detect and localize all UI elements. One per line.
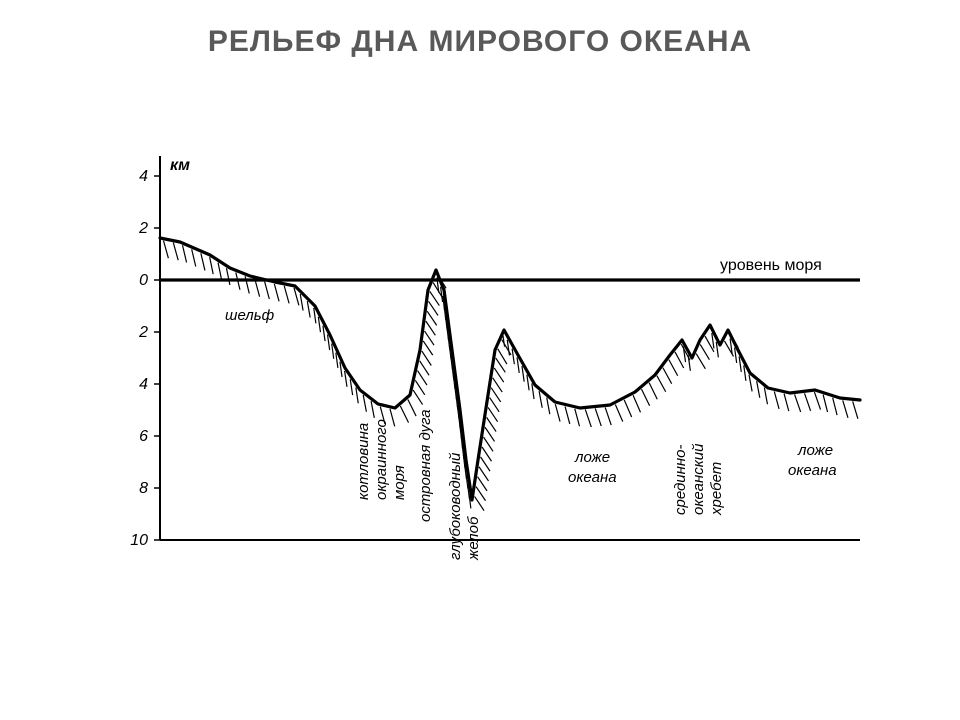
y-tick-label: 2 xyxy=(138,324,148,341)
y-tick-label: 4 xyxy=(139,168,148,185)
y-tick-label: 10 xyxy=(130,532,148,549)
feature-label: океана xyxy=(788,462,837,479)
y-tick-label: 8 xyxy=(139,480,148,497)
feature-label: желоб xyxy=(465,516,482,561)
y-tick-label: 0 xyxy=(139,272,148,289)
feature-label: островная дуга xyxy=(417,409,434,522)
page-title: РЕЛЬЕФ ДНА МИРОВОГО ОКЕАНА xyxy=(0,25,960,59)
y-tick-label: 6 xyxy=(139,428,148,445)
feature-label: хребет xyxy=(708,462,725,516)
feature-label: окраинного xyxy=(373,419,390,500)
feature-label: ложе xyxy=(574,449,610,466)
feature-label: шельф xyxy=(225,307,275,324)
feature-label: срединно- xyxy=(672,444,689,515)
ocean-floor-diagram: 4 2 0 2 4 6 8 10 км уровень моря шельф котловинаокр… xyxy=(120,150,880,590)
y-tick-label: 4 xyxy=(139,376,148,393)
feature-label: глубоководный xyxy=(447,452,464,560)
feature-label: ложе xyxy=(797,442,833,459)
ocean-floor-profile xyxy=(160,238,860,500)
feature-label: котловина xyxy=(355,423,372,500)
feature-label: моря xyxy=(391,465,408,500)
y-tick-label: 2 xyxy=(138,220,148,237)
y-axis-unit: км xyxy=(170,157,190,174)
sea-level-label: уровень моря xyxy=(720,257,822,274)
profile-chart-svg: 4 2 0 2 4 6 8 10 км уровень моря шельф котловинаокр… xyxy=(120,150,880,590)
feature-label: океанский xyxy=(690,443,707,515)
feature-label: океана xyxy=(568,469,617,486)
